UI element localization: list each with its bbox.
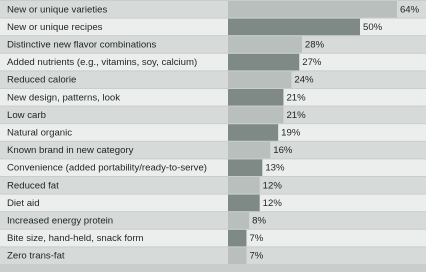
bar	[228, 194, 260, 212]
bar	[228, 71, 292, 88]
bar	[228, 177, 260, 194]
category-label: Increased energy protein	[7, 216, 113, 227]
row-background	[0, 36, 426, 53]
bar	[228, 247, 247, 264]
value-label: 21%	[286, 92, 306, 103]
category-label: Low carb	[7, 110, 46, 121]
category-label: Natural organic	[7, 128, 72, 139]
category-label: Known brand in new category	[7, 145, 134, 156]
bar	[228, 212, 250, 229]
value-label: 12%	[263, 180, 283, 191]
category-label: New or unique varieties	[7, 4, 107, 15]
bar	[228, 89, 284, 106]
value-label: 50%	[363, 22, 383, 33]
bar	[228, 1, 397, 18]
value-label: 7%	[249, 251, 263, 262]
row-background	[0, 89, 426, 106]
bar	[228, 36, 302, 53]
bar	[228, 159, 263, 176]
value-label: 19%	[281, 128, 301, 139]
category-label: Added nutrients (e.g., vitamins, soy, ca…	[7, 57, 197, 68]
row-background	[0, 212, 426, 229]
bar	[228, 53, 300, 71]
category-label: Reduced calorie	[7, 75, 76, 86]
value-label: 12%	[263, 198, 283, 209]
value-label: 27%	[302, 57, 322, 68]
category-label: New or unique recipes	[7, 22, 103, 33]
row-background	[0, 194, 426, 212]
row-background	[0, 141, 426, 159]
category-label: Distinctive new flavor combinations	[7, 40, 157, 51]
category-label: Bite size, hand-held, snack form	[7, 233, 144, 244]
bar	[228, 18, 360, 36]
value-label: 13%	[265, 163, 285, 174]
value-label: 28%	[305, 40, 325, 51]
category-label: Reduced fat	[7, 180, 59, 191]
value-label: 64%	[400, 4, 420, 15]
row-background	[0, 229, 426, 247]
category-label: Diet aid	[7, 198, 40, 209]
value-label: 21%	[286, 110, 306, 121]
row-background	[0, 177, 426, 194]
bar	[228, 124, 279, 141]
value-label: 7%	[249, 233, 263, 244]
category-label: Convenience (added portability/ready-to-…	[7, 163, 207, 174]
row-background	[0, 159, 426, 176]
bar	[228, 106, 284, 124]
row-background	[0, 106, 426, 124]
value-label: 16%	[273, 145, 293, 156]
value-label: 24%	[294, 75, 314, 86]
value-label: 8%	[252, 216, 266, 227]
row-background	[0, 124, 426, 141]
row-background	[0, 247, 426, 264]
bar	[228, 229, 247, 247]
category-label: New design, patterns, look	[7, 92, 120, 103]
row-background	[0, 53, 426, 71]
category-label: Zero trans-fat	[7, 251, 65, 262]
row-background	[0, 71, 426, 88]
bar	[228, 141, 271, 159]
